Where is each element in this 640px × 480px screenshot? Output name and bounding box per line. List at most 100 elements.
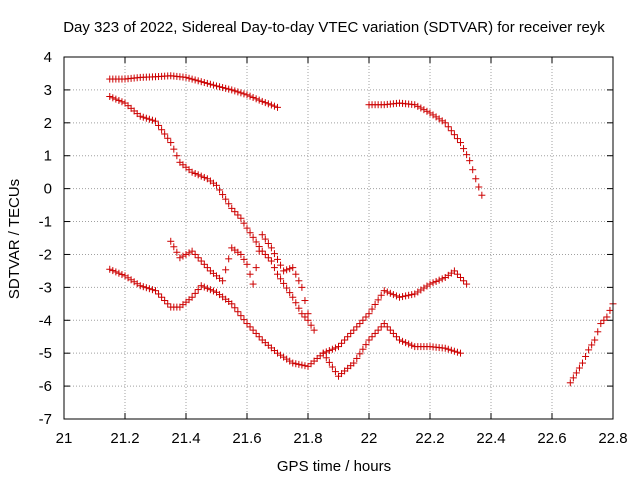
data-point [469, 166, 477, 174]
data-point [136, 112, 144, 120]
data-point [188, 75, 196, 83]
data-point [325, 358, 333, 366]
data-point [219, 277, 227, 285]
data-point [225, 200, 233, 208]
data-point [588, 341, 596, 349]
data-point [368, 305, 376, 313]
data-point [353, 323, 361, 331]
data-point [194, 254, 202, 262]
data-point [200, 173, 208, 181]
data-point [194, 171, 202, 179]
data-point [197, 78, 205, 86]
data-point [240, 219, 248, 227]
data-point [152, 287, 159, 295]
data-point [161, 297, 169, 305]
data-point [307, 321, 315, 329]
data-point [463, 280, 471, 288]
data-point [277, 275, 285, 283]
data-point [216, 186, 224, 194]
data-point [112, 95, 120, 103]
data-point [453, 135, 461, 143]
y-tick-label: 4 [44, 49, 52, 66]
data-point [377, 291, 385, 299]
data-point [261, 99, 269, 107]
data-point [444, 123, 452, 131]
data-point [188, 168, 196, 176]
data-point [240, 255, 248, 263]
data-point [298, 361, 306, 369]
data-point [115, 269, 123, 277]
data-point [478, 191, 486, 199]
data-point [286, 265, 294, 273]
x-tick-label: 21.6 [232, 430, 261, 447]
data-point [417, 104, 425, 112]
data-point [414, 102, 422, 110]
data-point [231, 304, 239, 312]
data-point [213, 181, 220, 189]
data-point [200, 260, 208, 268]
data-point [335, 343, 342, 351]
data-point [383, 288, 391, 296]
data-point [188, 247, 196, 255]
x-tick-label: 21.2 [110, 430, 139, 447]
y-tick-label: 1 [44, 148, 52, 165]
data-point [365, 310, 373, 318]
data-point [579, 359, 586, 367]
data-point [167, 237, 175, 245]
data-point [411, 101, 419, 109]
data-point [109, 267, 117, 275]
data-point [591, 336, 599, 344]
data-point [249, 93, 257, 101]
data-point [426, 280, 434, 288]
data-point [575, 364, 583, 372]
data-point [261, 250, 269, 258]
data-point [283, 266, 291, 274]
data-point [252, 264, 260, 272]
data-point [264, 254, 272, 262]
axis-ticks [63, 56, 614, 420]
data-point [139, 113, 147, 121]
data-point [295, 304, 303, 312]
data-point [402, 339, 410, 347]
data-point [252, 329, 260, 337]
data-point [222, 84, 230, 92]
x-tick-label: 21.8 [293, 430, 322, 447]
data-point [203, 79, 211, 87]
data-point [331, 368, 339, 376]
data-point [344, 333, 352, 341]
data-point [603, 313, 611, 321]
data-point [450, 267, 458, 275]
data-point [225, 85, 233, 93]
data-point [377, 323, 385, 331]
data-point [435, 276, 443, 284]
data-point [356, 320, 364, 328]
data-point [270, 264, 278, 272]
data-point [594, 328, 602, 336]
data-point [453, 270, 461, 278]
data-point [582, 352, 590, 360]
data-point [152, 117, 159, 125]
y-tick-label: -6 [39, 378, 52, 395]
data-point [438, 275, 446, 283]
data-point [231, 208, 239, 216]
data-point [267, 101, 275, 109]
x-tick-label: 22.4 [476, 430, 505, 447]
data-point [258, 97, 266, 105]
data-point [237, 250, 245, 258]
data-point [112, 268, 120, 276]
data-point [118, 98, 126, 106]
data-point [185, 74, 193, 82]
data-point [228, 204, 236, 212]
data-point [219, 191, 227, 199]
data-point [457, 349, 464, 357]
data-point [246, 270, 254, 278]
data-point [289, 293, 297, 301]
x-tick-label: 22.6 [537, 430, 566, 447]
chart-title: Day 323 of 2022, Sidereal Day-to-day VTE… [63, 19, 605, 36]
data-point [167, 139, 175, 147]
data-point [441, 344, 449, 352]
x-axis-label: GPS time / hours [277, 458, 391, 475]
data-point [301, 362, 309, 370]
data-point [392, 333, 400, 341]
